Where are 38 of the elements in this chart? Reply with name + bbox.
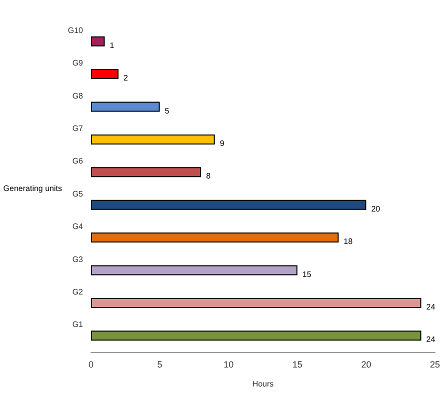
y-axis-title: Generating units	[3, 184, 62, 193]
data-label: 9	[220, 138, 225, 148]
bar	[91, 167, 202, 178]
x-tick-label: 25	[430, 360, 440, 370]
data-label: 5	[164, 106, 170, 116]
bar	[91, 36, 105, 46]
data-label: 1	[110, 40, 115, 50]
bar	[91, 134, 215, 144]
x-tick-label: 5	[157, 360, 162, 370]
y-tick-label: G6	[72, 156, 84, 166]
data-label: 15	[302, 270, 312, 279]
bar	[91, 265, 298, 276]
data-label: 8	[206, 172, 212, 181]
y-tick-label: G7	[72, 124, 84, 133]
data-label: 24	[426, 302, 436, 312]
data-label: 2	[124, 74, 129, 83]
bar	[91, 69, 119, 80]
y-tick-label: G8	[72, 91, 84, 100]
y-tick-label: G4	[72, 222, 84, 232]
bar	[91, 232, 339, 243]
data-label: 20	[371, 204, 381, 214]
y-tick-label: G2	[72, 287, 84, 296]
bar	[91, 298, 422, 308]
bar	[91, 200, 366, 210]
y-tick-label: G10	[68, 26, 84, 35]
x-tick-label: 0	[88, 360, 94, 370]
data-label: 18	[344, 237, 354, 246]
data-label: 24	[426, 335, 436, 344]
y-tick-label: G1	[72, 320, 84, 330]
y-tick-label: G3	[72, 254, 84, 264]
x-tick-label: 10	[224, 360, 234, 370]
x-axis-title: Hours	[252, 380, 274, 388]
x-tick-label: 20	[361, 360, 372, 370]
bar	[91, 330, 422, 341]
bar	[91, 102, 160, 112]
x-tick-label: 15	[292, 360, 302, 370]
y-tick-label: G5	[72, 189, 84, 198]
y-tick-label: G9	[72, 58, 84, 68]
